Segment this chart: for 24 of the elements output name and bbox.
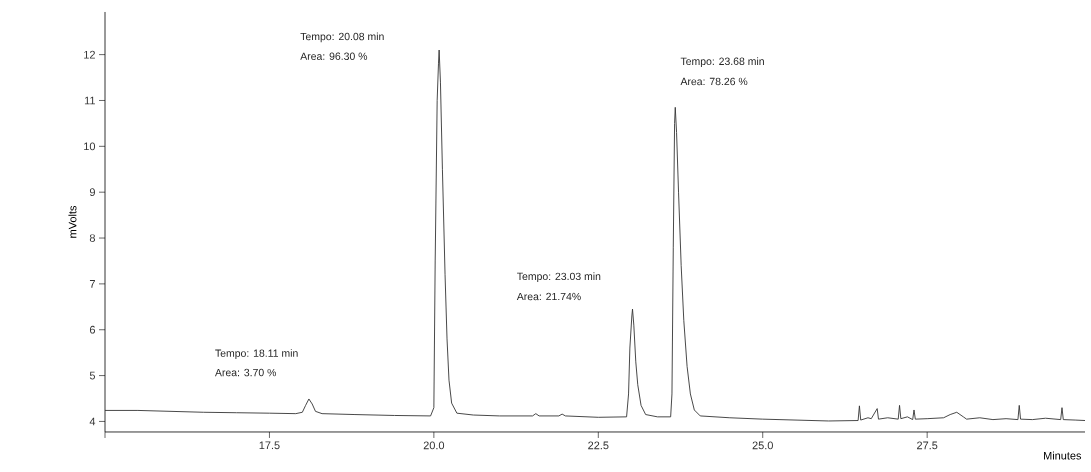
y-tick-label: 10 xyxy=(84,142,96,151)
x-tick-label: 17.5 xyxy=(259,441,280,450)
annotation: Area: 78.26 % xyxy=(680,77,748,86)
x-tick-label: 22.5 xyxy=(588,441,609,450)
x-axis-title: Minutes xyxy=(1044,451,1082,460)
y-tick-label: 6 xyxy=(89,325,96,334)
annotation: Tempo: 18.11 min xyxy=(215,349,298,359)
annotation: Area: 3.70 % xyxy=(214,368,277,377)
y-tick-label: 5 xyxy=(89,371,96,380)
y-tick-label: 4 xyxy=(89,417,96,426)
x-tick-label: 27.5 xyxy=(917,441,938,450)
y-tick-label: 11 xyxy=(84,96,95,105)
y-tick-label: 9 xyxy=(89,188,95,197)
annotation: Tempo: 23.03 min xyxy=(517,272,601,283)
annotation: Tempo: 23.68 min xyxy=(680,57,764,68)
annotation: Area: 96.30 % xyxy=(300,52,368,60)
x-tick-label: 20.0 xyxy=(423,441,445,450)
annotation: Area: 21.74% xyxy=(516,292,581,301)
y-tick-label: 12 xyxy=(84,50,95,59)
y-axis-title: mVolts xyxy=(68,205,77,238)
y-tick-label: 8 xyxy=(89,234,96,242)
x-tick-label: 25.0 xyxy=(752,441,773,450)
annotation: Tempo: 20.08 min xyxy=(300,32,384,43)
y-tick-label: 7 xyxy=(89,280,95,288)
